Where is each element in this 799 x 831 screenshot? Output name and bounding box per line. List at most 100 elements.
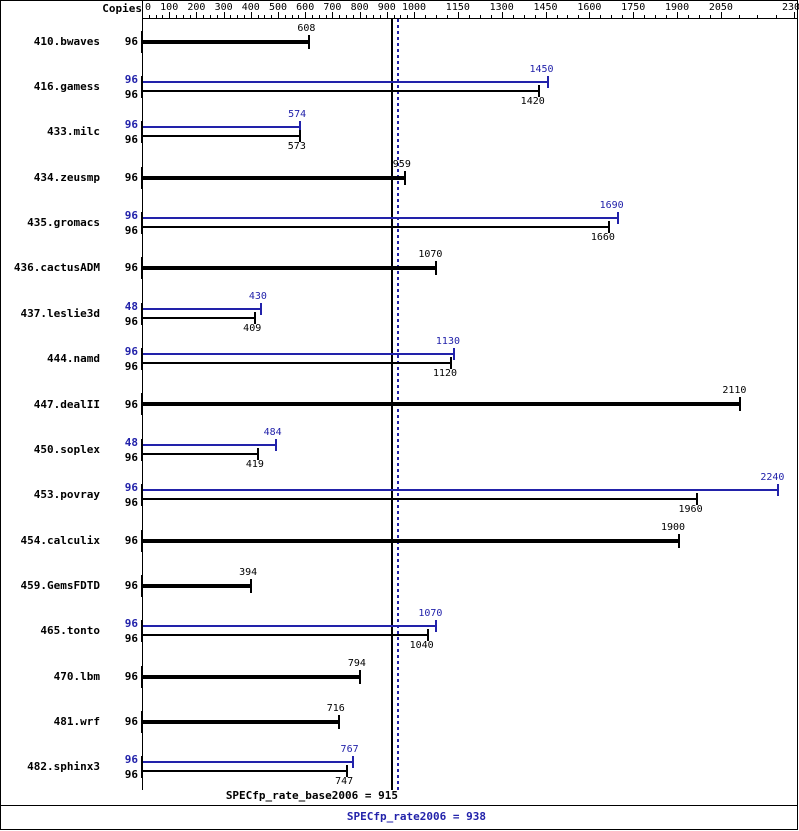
axis-tick-minor: [556, 15, 558, 19]
copies-value-base: 96: [124, 224, 138, 238]
axis-tick-minor: [380, 15, 381, 19]
axis-tick-minor: [189, 15, 191, 19]
row-origin-tick: [141, 257, 142, 280]
benchmark-name: 444.namd: [47, 352, 100, 366]
bar-base: [143, 538, 679, 543]
axis-tick-major: [142, 12, 143, 19]
copies-value-base: 96: [124, 133, 138, 147]
benchmark-name: 410.bwaves: [33, 34, 100, 48]
axis-tick-minor: [257, 15, 259, 19]
bar-base: [143, 175, 404, 180]
bar-end-cap: [607, 221, 610, 234]
benchmark-name: 465.tonto: [40, 624, 100, 638]
benchmark-name: 450.soplex: [33, 442, 100, 456]
axis-tick-minor: [709, 15, 711, 19]
copies-value-peak: 96: [124, 209, 138, 223]
axis-tick-label: 1000: [401, 2, 427, 13]
bar-value-label: 1450: [529, 64, 554, 76]
bar-end-cap: [678, 533, 681, 548]
axis-tick-minor: [162, 15, 164, 19]
axis-tick-major: [677, 12, 679, 19]
bar-base: [143, 135, 299, 138]
bar-base: [143, 362, 451, 365]
bar-end-cap: [274, 438, 277, 451]
axis-tick-minor: [523, 15, 525, 19]
bar-base: [143, 583, 251, 588]
bar-value-label: 608: [297, 22, 316, 34]
benchmark-name: 434.zeusmp: [33, 170, 100, 184]
axis-tick-minor: [775, 15, 777, 19]
bar-end-cap: [777, 484, 780, 497]
bar-value-label: 1900: [660, 521, 686, 533]
axis-tick-major: [545, 12, 547, 19]
axis-tick-minor: [479, 15, 481, 19]
copies-value-base: 96: [124, 632, 138, 646]
copies-value-base: 96: [124, 397, 138, 411]
benchmark-name: 481.wrf: [53, 714, 100, 728]
benchmark-name: 453.povray: [33, 488, 100, 502]
axis-tick-major: [332, 12, 334, 19]
axis-tick-minor: [271, 15, 273, 19]
axis-tick-minor: [291, 15, 293, 19]
bar-value-label: 1130: [435, 336, 460, 348]
copies-value-base: 96: [124, 533, 138, 547]
axis-tick-minor: [210, 15, 211, 19]
bar-end-cap: [299, 121, 302, 134]
copies-value-base: 96: [124, 450, 138, 464]
axis-tick-minor: [446, 15, 448, 19]
bar-end-cap: [537, 85, 540, 98]
bar-peak: [143, 625, 436, 628]
row-origin-tick: [141, 393, 142, 416]
row-origin-tick: [141, 484, 142, 507]
row-origin-tick: [141, 30, 142, 53]
bar-value-label: 767: [340, 744, 359, 756]
axis-tick-major: [305, 12, 307, 19]
bar-end-cap: [616, 212, 619, 225]
bar-base: [143, 316, 255, 319]
footer-divider: [0, 805, 798, 806]
axis-tick-minor: [373, 15, 375, 19]
axis-tick-minor: [567, 15, 569, 19]
axis-tick-label: 1900: [665, 2, 690, 13]
copies-value-peak: 96: [124, 73, 138, 87]
axis-tick-label: 900: [377, 2, 396, 13]
bar-base: [143, 770, 347, 773]
copies-value-base: 96: [124, 714, 138, 728]
bar-value-label: 1960: [678, 504, 703, 516]
copies-value-base: 96: [124, 34, 138, 48]
row-origin-tick: [141, 302, 142, 325]
bar-peak: [143, 81, 547, 84]
table-row: 2240 1960: [141, 472, 798, 518]
bar-value-label: 794: [347, 657, 366, 669]
axis-tick-label: 2050: [708, 2, 733, 13]
bar-end-cap: [358, 669, 361, 684]
benchmark-name: 435.gromacs: [27, 216, 100, 230]
axis-tick-minor: [155, 15, 157, 19]
table-row: 1900: [141, 518, 798, 563]
bar-value-label: 716: [326, 702, 345, 714]
axis-tick-minor: [346, 15, 347, 19]
row-origin-tick: [141, 529, 142, 552]
axis-tick-major: [169, 12, 171, 19]
axis-tick-label: 0: [144, 2, 152, 13]
plot-area: 608 1450 1420 574 573 959 1690 1660 1070 430 409 11…: [141, 19, 798, 790]
copies-value-base: 96: [124, 360, 138, 374]
benchmark-name: 470.lbm: [53, 669, 100, 683]
axis-tick-label: 200: [187, 2, 206, 13]
x-axis: [142, 0, 798, 19]
bar-value-label: 573: [287, 141, 306, 153]
axis-tick-minor: [393, 15, 395, 19]
copies-value-peak: 96: [124, 345, 138, 359]
bar-end-cap: [739, 397, 742, 412]
axis-tick-major: [794, 12, 795, 19]
benchmark-name: 482.sphinx3: [27, 760, 100, 774]
bar-end-cap: [308, 34, 311, 49]
benchmark-name: 447.dealII: [33, 397, 100, 411]
bar-base: [143, 452, 257, 455]
table-row: 1130 1120: [141, 336, 798, 381]
bar-end-cap: [346, 765, 349, 778]
bar-end-cap: [435, 261, 438, 276]
table-row: 794: [141, 654, 798, 699]
row-origin-tick: [141, 756, 142, 779]
